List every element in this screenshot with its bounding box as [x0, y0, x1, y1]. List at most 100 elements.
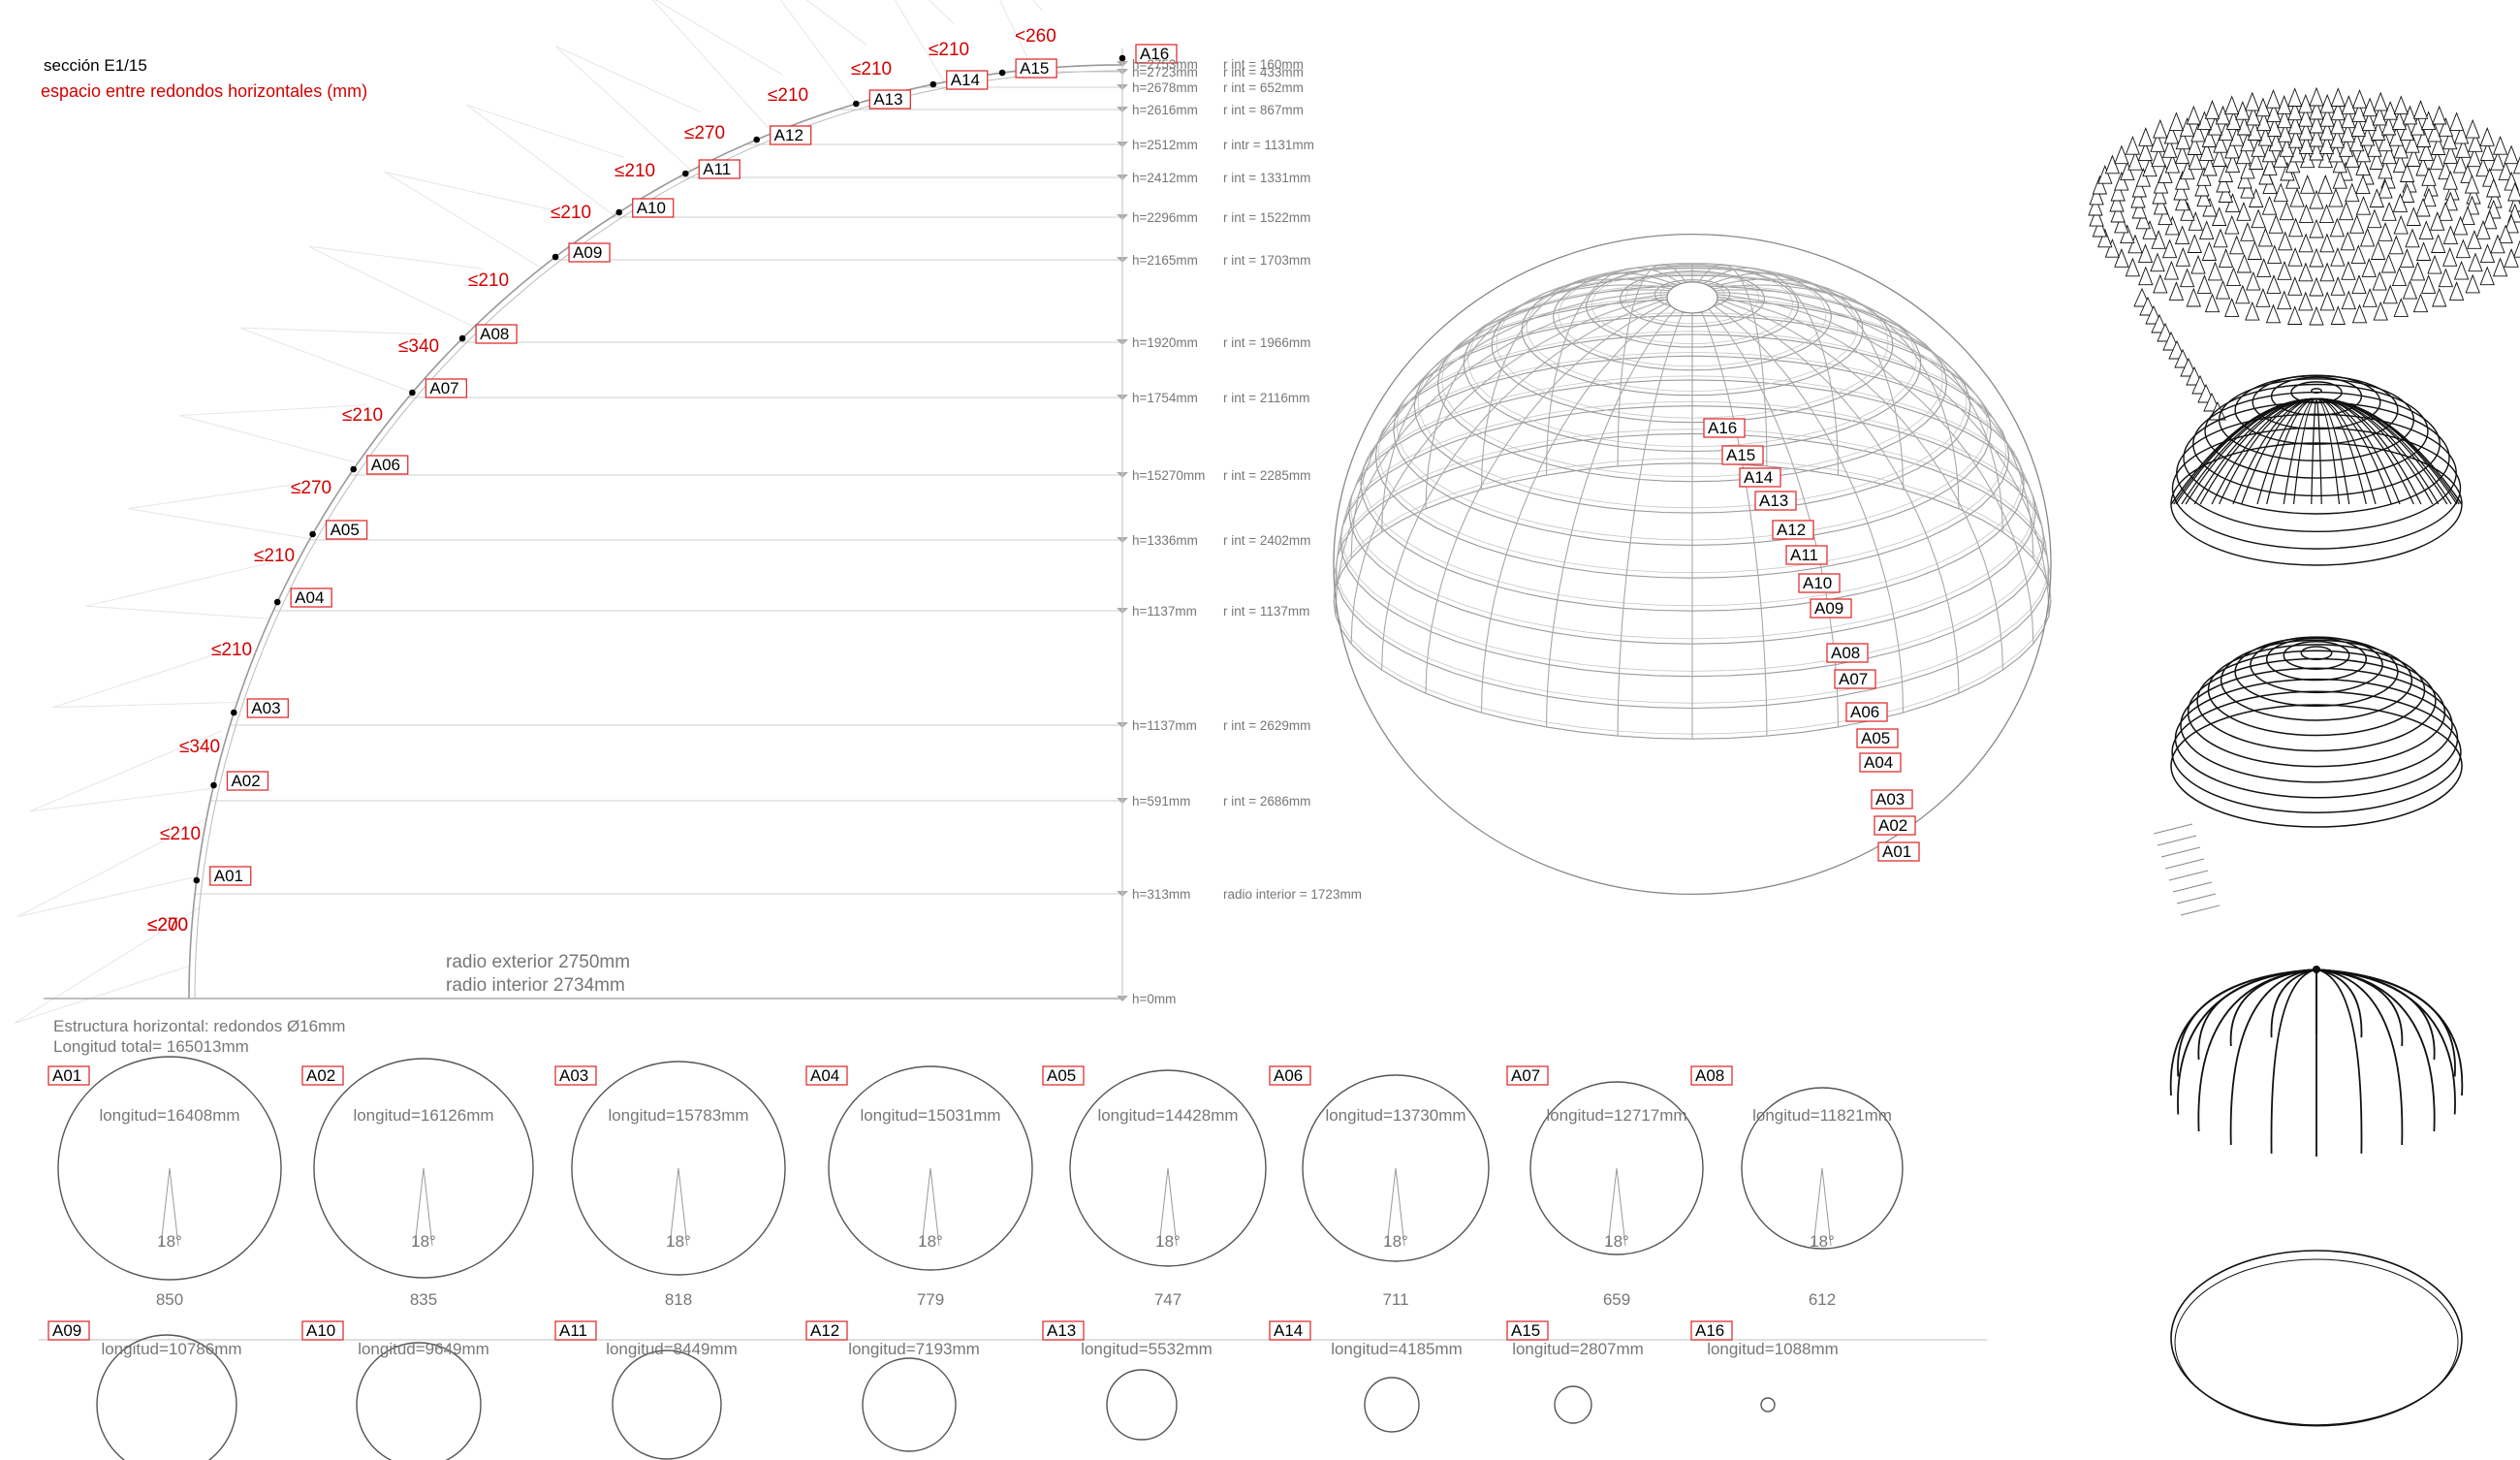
shingle [2179, 268, 2195, 288]
ring-node [273, 598, 281, 606]
grid-parallel [2176, 413, 2457, 533]
shingle [2359, 227, 2376, 247]
shingle [2421, 187, 2437, 207]
shingle [2158, 164, 2173, 183]
level-radius: r int = 433mm [1223, 65, 1304, 79]
shingle [2153, 273, 2168, 294]
ring-id-box [1690, 1065, 1733, 1086]
shingle [2351, 303, 2368, 324]
level-height: h=2678mm [1132, 80, 1198, 95]
ring-chord: 835 [410, 1290, 437, 1309]
radius-interior: radio interior 2734mm [446, 975, 625, 996]
ring-circle [1554, 1385, 1592, 1424]
ring-angle-lines [669, 1167, 688, 1247]
vertical-rib [2197, 968, 2317, 1132]
gap-label: ≤210 [468, 270, 509, 291]
section-label-box [226, 771, 269, 791]
ring-id: A13 [1047, 1321, 1076, 1340]
shingle [2318, 204, 2335, 224]
shingle [2378, 222, 2393, 241]
shingle [2114, 171, 2129, 191]
shingle [2309, 189, 2324, 209]
ring-card: A07 longitud=12717mm 18° 659 [1506, 1065, 1704, 1309]
horizontal-ring [2187, 657, 2446, 768]
shingle [2317, 175, 2333, 194]
ring-circle [612, 1349, 722, 1460]
shingle [2287, 246, 2303, 267]
shingle [2380, 253, 2397, 273]
shingle [2406, 206, 2421, 226]
shingle [2355, 175, 2371, 195]
shingle [2351, 88, 2368, 109]
shingle [2504, 248, 2519, 268]
ring-length: longitud=14428mm [1097, 1106, 1238, 1125]
shingle [2224, 95, 2240, 115]
fan-line [52, 643, 247, 709]
dome-meridian [1617, 297, 1690, 737]
ring-node [193, 876, 201, 884]
shingle [2479, 127, 2495, 146]
ring-angle: 18° [1155, 1232, 1181, 1251]
shingle [2319, 93, 2335, 113]
ring-id: A16 [1695, 1321, 1724, 1340]
section-subtitle: espacio entre redondos horizontales (mm) [41, 81, 367, 101]
shingle [2370, 240, 2386, 260]
dome-meridian [1694, 264, 1768, 466]
dome-label-box [1845, 702, 1888, 722]
shingle [2163, 124, 2180, 144]
shingle [2199, 220, 2215, 240]
shingle [2245, 301, 2260, 321]
shingle [2378, 132, 2393, 152]
grid-parallel [2311, 388, 2322, 394]
shingle [2298, 262, 2314, 282]
shingle [2479, 266, 2495, 286]
ring-circle [57, 1056, 282, 1281]
shingle [2298, 120, 2314, 141]
rings-row-2: A09 longitud=10786mm A10 longitud=9649mm A11… [47, 1320, 1839, 1460]
section-label: A16 [1140, 45, 1169, 63]
shingle [2410, 261, 2426, 281]
shingle [2373, 301, 2388, 321]
base-ring-view [2170, 1250, 2463, 1427]
shingle [2236, 253, 2252, 273]
shingle [2415, 156, 2431, 176]
shingle [2512, 156, 2520, 175]
shingle [2319, 233, 2335, 253]
ring-card: A09 longitud=10786mm [47, 1320, 242, 1460]
shingle [2163, 260, 2180, 280]
shingle [2246, 270, 2261, 291]
fan-line [779, 0, 867, 104]
shingle [2150, 252, 2165, 272]
shingle [2330, 305, 2346, 325]
ring-length: longitud=9649mm [358, 1340, 489, 1358]
section-label-box [1135, 44, 1178, 64]
shingle [2137, 243, 2154, 264]
gap-label: ≤210 [768, 85, 808, 106]
level-radius: r int = 2116mm [1223, 391, 1309, 405]
ring-offset-line [2180, 905, 2221, 916]
shingle [2212, 206, 2227, 226]
shingle [2110, 181, 2126, 202]
ring-offset-line [2164, 858, 2205, 870]
dome-label: A03 [1875, 790, 1905, 809]
shingle [2188, 211, 2203, 231]
shingle [2104, 238, 2121, 258]
ring-circle [1741, 1087, 1904, 1250]
level-radius: radio interior = 1723mm [1223, 887, 1362, 902]
shingle [2186, 287, 2201, 307]
shingle [2224, 153, 2241, 174]
shingle [2507, 181, 2520, 202]
fan-line [16, 817, 207, 918]
shingle [2298, 107, 2314, 127]
shingle [2161, 238, 2178, 259]
fan-line [466, 104, 624, 216]
shingle [2247, 121, 2263, 141]
vertical-rib [2315, 968, 2404, 1146]
level-radius: r int = 1703mm [1223, 253, 1310, 268]
shingle [2153, 174, 2169, 194]
section-label-box [868, 89, 911, 110]
horizontal-ring [2180, 667, 2453, 783]
level-radius: r int = 2285mm [1223, 468, 1310, 483]
shingle [2492, 257, 2508, 277]
ring-id-box [1690, 1320, 1733, 1341]
